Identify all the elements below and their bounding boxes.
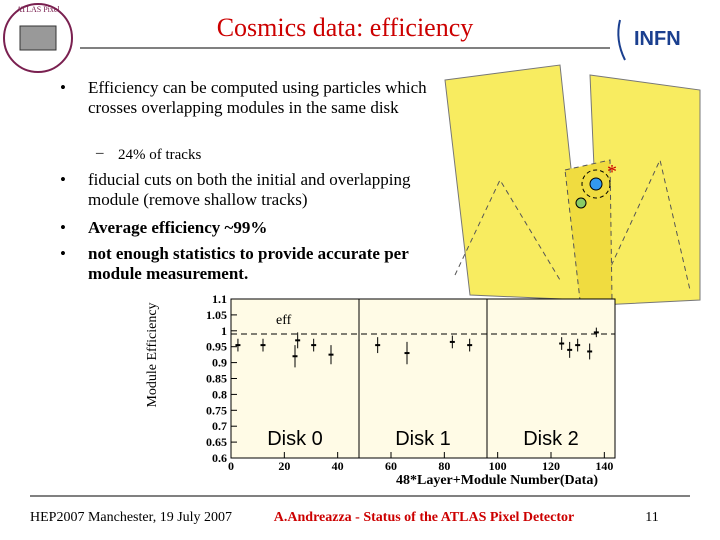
legend-label: eff: [276, 313, 292, 328]
y-tick-label: 0.7: [212, 419, 227, 433]
x-tick-label: 60: [385, 459, 397, 473]
bullet-marker: •: [60, 170, 66, 189]
x-tick-label: 0: [228, 459, 234, 473]
svg-text:*: *: [607, 161, 617, 183]
page-number: 11: [645, 510, 658, 525]
sub-bullet-marker: –: [96, 145, 104, 161]
slide-title: Cosmics data: efficiency: [217, 13, 474, 42]
module-diagram: *: [444, 64, 701, 306]
footer-center: A.Andreazza - Status of the ATLAS Pixel …: [274, 510, 574, 525]
y-tick-label: 1: [221, 324, 227, 338]
disk-label: Disk 0: [267, 428, 323, 450]
y-tick-label: 1.05: [206, 308, 227, 322]
plot-area: [230, 298, 616, 459]
y-tick-label: 1.1: [212, 292, 227, 306]
atlas-logo: ATLAS Pixel: [3, 3, 73, 73]
y-tick-label: 0.8: [212, 387, 227, 401]
disk-label: Disk 1: [395, 428, 451, 450]
x-tick-label: 40: [332, 459, 344, 473]
y-tick-label: 0.95: [206, 340, 227, 354]
bullet-marker: •: [60, 78, 66, 97]
y-tick-label: 0.9: [212, 356, 227, 370]
x-tick-label: 100: [489, 459, 507, 473]
svg-text:INFN: INFN: [634, 28, 681, 50]
x-tick-label: 140: [595, 459, 613, 473]
y-axis-label: Module Efficiency: [145, 302, 160, 407]
bullet-text: fiducial cuts on both the initial and ov…: [88, 170, 411, 209]
x-tick-label: 120: [542, 459, 560, 473]
disk-label: Disk 2: [523, 428, 579, 450]
infn-logo: INFN: [617, 19, 681, 61]
footer-left: HEP2007 Manchester, 19 July 2007: [30, 510, 232, 525]
y-tick-label: 0.85: [206, 372, 227, 386]
sub-bullet-text: 24% of tracks: [118, 147, 202, 163]
x-axis-label: 48*Layer+Module Number(Data): [396, 473, 598, 488]
svg-text:ATLAS Pixel: ATLAS Pixel: [16, 5, 60, 14]
chart: 0.6 0.65 0.7 0.75 0.80.85 0.9 0.95 1 1.05 1.1 0 20 4…: [145, 292, 616, 488]
y-tick-label: 0.65: [206, 435, 227, 449]
x-tick-label: 80: [438, 459, 450, 473]
bullet-text: not enough statistics to provide accurat…: [88, 244, 409, 283]
bullet-text: Efficiency can be computed using particl…: [88, 78, 427, 117]
bullet-text: Average efficiency ~99%: [88, 218, 268, 237]
bullet-marker: •: [60, 218, 66, 237]
y-tick-label: 0.6: [212, 451, 227, 465]
x-tick-label: 20: [278, 459, 290, 473]
y-tick-label: 0.75: [206, 403, 227, 417]
bullet-marker: •: [60, 244, 66, 263]
